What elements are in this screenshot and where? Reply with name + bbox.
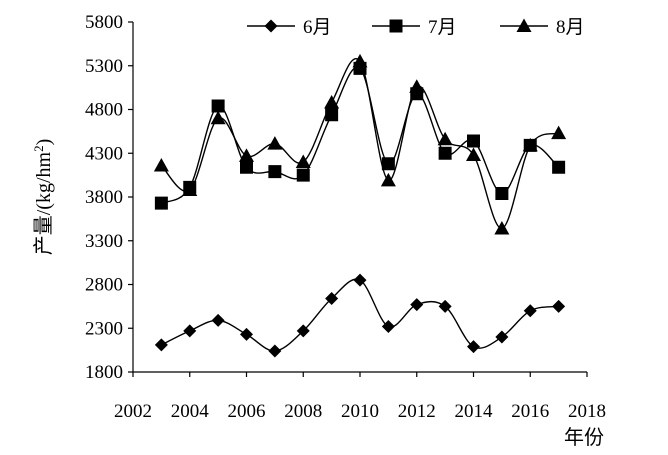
y-tick-label: 5300 (85, 56, 123, 77)
data-point-square (268, 165, 282, 179)
y-tick-label: 2300 (85, 318, 123, 339)
x-tick-label: 2018 (568, 401, 606, 422)
x-tick-label: 2016 (511, 401, 549, 422)
y-tick-label: 2800 (85, 275, 123, 296)
data-point-diamond (325, 292, 339, 305)
legend-marker-diamond (264, 19, 278, 33)
data-point-square (296, 168, 310, 182)
legend-label-3: 8月 (556, 17, 585, 38)
y-axis-label: 产量/(kg/hm2) (31, 139, 56, 256)
x-tick-label: 2008 (284, 401, 322, 422)
data-point-square (552, 160, 566, 174)
data-point-triangle (494, 221, 510, 235)
data-point-square (495, 187, 509, 200)
y-tick-label: 3800 (85, 187, 123, 208)
data-point-triangle (409, 79, 425, 93)
data-point-triangle (153, 158, 169, 172)
x-tick-label: 2002 (114, 401, 152, 422)
data-point-diamond (552, 299, 566, 313)
x-tick-label: 2004 (171, 401, 210, 422)
legend: 6月 7月 8月 (247, 17, 585, 38)
data-point-triangle (466, 147, 481, 161)
y-axis-label-superscript: 2 (31, 145, 46, 152)
data-point-square (325, 108, 339, 122)
data-point-square (154, 196, 168, 210)
x-tick-label: 2012 (398, 401, 436, 422)
data-point-diamond (410, 298, 424, 312)
data-point-triangle (437, 131, 453, 146)
y-axis-label-text: 产量/(kg/hm (32, 151, 55, 255)
data-point-triangle (239, 148, 254, 162)
data-point-diamond (296, 324, 310, 338)
data-point-triangle (295, 154, 311, 168)
data-point-square (211, 99, 225, 113)
data-point-triangle (324, 95, 340, 109)
series-line-2 (161, 66, 560, 204)
legend-label-1: 6月 (303, 17, 332, 38)
data-point-diamond (353, 273, 367, 287)
data-point-triangle (267, 136, 283, 150)
data-point-square (467, 134, 480, 148)
x-tick-label: 2014 (455, 401, 494, 422)
data-point-diamond (523, 304, 537, 318)
y-tick-label: 5800 (85, 12, 123, 33)
data-point-diamond (183, 324, 197, 338)
data-point-diamond (381, 320, 395, 333)
data-point-triangle (380, 172, 396, 187)
data-point-square (381, 157, 395, 171)
y-tick-label: 1800 (85, 362, 123, 383)
y-tick-label: 4800 (85, 100, 123, 121)
data-point-diamond (495, 330, 509, 344)
data-point-triangle (551, 125, 567, 140)
y-tick-label: 4300 (85, 143, 123, 164)
data-point-diamond (211, 313, 225, 327)
legend-marker-triangle (516, 18, 532, 32)
legend-marker-square (389, 19, 403, 33)
data-point-diamond (154, 338, 168, 352)
x-tick-label: 2006 (228, 401, 266, 422)
plot-area (153, 53, 567, 358)
data-point-triangle (182, 182, 198, 196)
series-line-3 (160, 58, 559, 230)
data-point-diamond (438, 299, 452, 313)
legend-label-2: 7月 (428, 17, 457, 38)
data-point-triangle (522, 137, 538, 152)
axes: 1800 2300 2800 3300 3800 4300 4800 5300 5800 2002… (85, 12, 606, 422)
y-axis-label-close: ) (33, 139, 55, 146)
data-point-triangle (210, 110, 226, 125)
x-axis-label: 年份 (564, 426, 604, 449)
y-tick-label: 3300 (85, 231, 123, 252)
data-point-triangle (352, 53, 368, 68)
data-point-square (240, 160, 253, 174)
data-point-diamond (268, 344, 282, 358)
data-point-square (438, 146, 452, 160)
x-tick-label: 2010 (341, 401, 379, 422)
data-point-diamond (467, 340, 480, 354)
data-point-diamond (240, 327, 253, 341)
